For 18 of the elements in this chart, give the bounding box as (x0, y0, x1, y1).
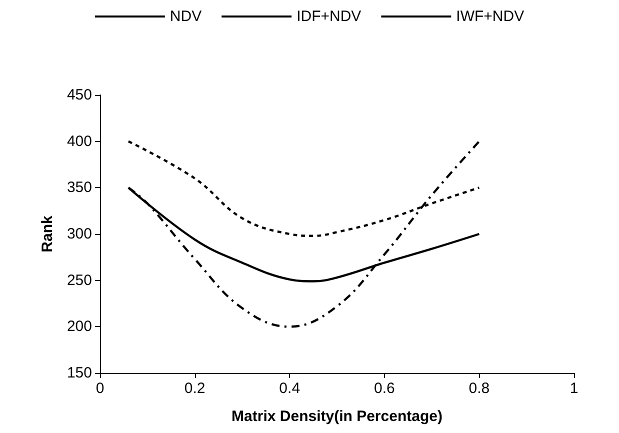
y-tick-label: 350 (66, 179, 92, 196)
x-tick-label: 0.8 (468, 380, 490, 397)
x-tick-label: 0.6 (374, 380, 395, 397)
x-tick-label: 0.4 (279, 380, 300, 397)
x-tick-label: 0.2 (184, 380, 206, 397)
y-tick-label: 300 (66, 226, 92, 242)
legend-label: IDF+NDV (296, 8, 362, 25)
legend-label: IWF+NDV (456, 8, 524, 25)
x-tick-label: 0 (96, 380, 104, 397)
y-tick-label: 450 (66, 86, 92, 104)
y-tick-label: 150 (66, 364, 92, 382)
y-tick-label: 250 (66, 272, 92, 289)
legend-label: NDV (170, 8, 202, 25)
y-tick-label: 400 (66, 132, 92, 150)
y-axis-title: Rank (39, 215, 56, 252)
y-tick-label: 200 (66, 318, 92, 336)
x-axis-title: Matrix Density(in Percentage) (232, 408, 442, 425)
x-tick-label: 1 (570, 380, 578, 397)
